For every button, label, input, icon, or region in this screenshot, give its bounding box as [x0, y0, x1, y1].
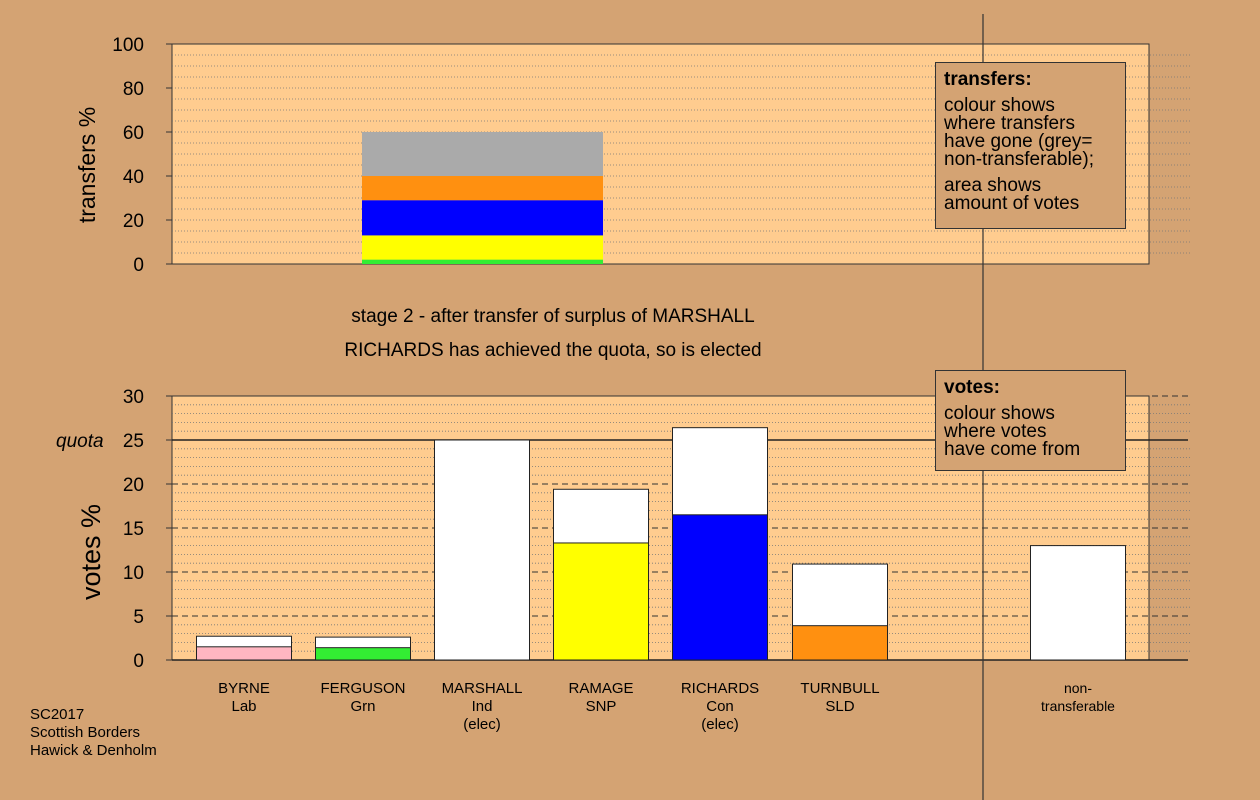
- candidate-label: non-: [1064, 680, 1092, 696]
- transfers-ytick-label: 100: [112, 35, 144, 56]
- transfers-ytick-label: 0: [133, 255, 144, 276]
- footer-info: SC2017 Scottish Borders Hawick & Denholm: [30, 706, 157, 760]
- elected-note: RICHARDS has achieved the quota, so is e…: [344, 340, 762, 361]
- transfers-legend-line: colour shows: [944, 95, 1055, 116]
- votes-ytick-label: 5: [133, 607, 144, 628]
- stage-title: stage 2 - after transfer of surplus of M…: [351, 306, 755, 327]
- votes-ytick-label: 0: [133, 651, 144, 672]
- candidate-label: SNP: [586, 698, 617, 715]
- votes-ytick-label: 15: [123, 519, 144, 540]
- footer-line: Hawick & Denholm: [30, 742, 157, 759]
- candidate-label: FERGUSON: [320, 680, 405, 697]
- transfers-legend-line: non-transferable);: [944, 149, 1094, 170]
- transfers-y-axis-title: transfers %: [74, 107, 100, 223]
- transfer-segment-yellow: [362, 235, 603, 260]
- transfer-segment-orange: [362, 176, 603, 201]
- votes-legend: votes: colour shows where votes have com…: [935, 370, 1126, 471]
- votes-legend-line: have come from: [944, 439, 1081, 460]
- vote-bar-transfer: [315, 647, 411, 661]
- candidate-label: TURNBULL: [800, 680, 879, 697]
- votes-ytick-label: 25: [123, 431, 144, 452]
- votes-legend-line: where votes: [944, 421, 1047, 442]
- candidate-label: Grn: [350, 698, 375, 715]
- footer-line: Scottish Borders: [30, 724, 141, 741]
- candidate-label: BYRNE: [218, 680, 270, 697]
- transfer-segment-grey: [362, 132, 603, 176]
- votes-ytick-label: 20: [123, 475, 144, 496]
- transfers-ytick-label: 40: [123, 167, 144, 188]
- votes-legend-title: votes:: [944, 377, 1000, 398]
- votes-ytick-label: 10: [123, 563, 144, 584]
- transfers-legend-title: transfers:: [944, 69, 1032, 90]
- vote-bar-total: [1030, 545, 1126, 661]
- transfers-legend-line: area shows: [944, 175, 1042, 196]
- candidate-label: Ind: [472, 698, 493, 715]
- candidate-label: MARSHALL: [442, 680, 523, 697]
- transfers-legend-line: where transfers: [944, 113, 1075, 134]
- vote-bar-transfer: [672, 514, 768, 661]
- candidate-label: Lab: [231, 698, 256, 715]
- candidate-label: RICHARDS: [681, 680, 759, 697]
- transfer-segment-green: [362, 259, 603, 264]
- transfers-ytick-label: 60: [123, 123, 144, 144]
- candidate-label: SLD: [825, 698, 854, 715]
- vote-bar-transfer: [553, 542, 649, 661]
- vote-bar-transfer: [792, 625, 888, 661]
- footer-line: SC2017: [30, 706, 85, 723]
- votes-ytick-label: 30: [123, 387, 144, 408]
- candidate-label: transferable: [1041, 698, 1115, 714]
- quota-label: quota: [56, 431, 104, 452]
- transfer-segment-blue: [362, 200, 603, 236]
- votes-legend-line: colour shows: [944, 403, 1055, 424]
- transfers-legend-line: have gone (grey=: [944, 131, 1093, 152]
- candidate-label: Con: [706, 698, 734, 715]
- transfers-ytick-label: 20: [123, 211, 144, 232]
- candidate-label: (elec): [701, 716, 739, 733]
- votes-y-axis-title: votes %: [76, 504, 106, 600]
- vote-bar-transfer: [196, 646, 292, 661]
- candidate-label: (elec): [463, 716, 501, 733]
- candidate-label: RAMAGE: [568, 680, 633, 697]
- vote-bar-total: [434, 439, 530, 661]
- transfers-legend-line: amount of votes: [944, 193, 1080, 214]
- transfers-ytick-label: 80: [123, 79, 144, 100]
- transfers-legend: transfers: colour shows where transfers …: [935, 62, 1126, 229]
